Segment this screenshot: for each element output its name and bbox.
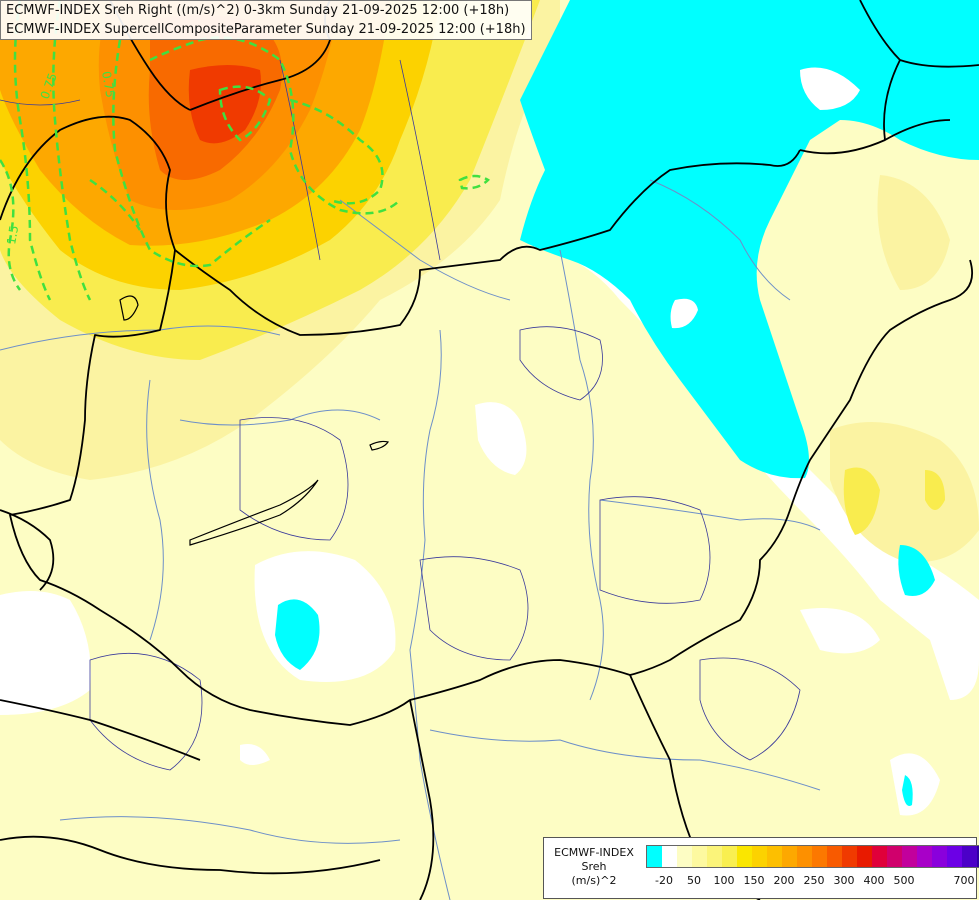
legend-swatches — [646, 845, 979, 868]
legend-swatch — [887, 846, 902, 867]
legend-swatch — [647, 846, 662, 867]
legend-tick-label: -20 — [655, 874, 673, 887]
region-borders — [0, 59, 801, 771]
white-island — [800, 67, 860, 110]
title-line-2: ECMWF-INDEX SupercellCompositeParameter … — [6, 22, 526, 37]
legend-tick-label: 400 — [863, 874, 885, 887]
legend-swatch — [932, 846, 947, 867]
legend-swatch — [737, 846, 752, 867]
legend-swatch — [692, 846, 707, 867]
legend-source: ECMWF-INDEX — [554, 846, 634, 859]
legend-tick-label: 100 — [713, 874, 735, 887]
legend-swatch — [767, 846, 782, 867]
legend-ticks: -20 50 100 150 200 250 300 400 500 700 — [646, 874, 976, 890]
legend-tick-label: 50 — [687, 874, 701, 887]
legend-swatch — [872, 846, 887, 867]
legend-swatch — [752, 846, 767, 867]
legend-swatch — [722, 846, 737, 867]
legend-tick-label: 250 — [803, 874, 825, 887]
legend-swatch — [947, 846, 962, 867]
legend-swatch — [827, 846, 842, 867]
legend-swatch — [902, 846, 917, 867]
legend-swatch — [812, 846, 827, 867]
legend-swatch — [917, 846, 932, 867]
legend-tick-label: 200 — [773, 874, 795, 887]
legend-swatch — [977, 846, 979, 867]
legend-swatch — [662, 846, 677, 867]
legend-unit: (m/s)^2 — [571, 874, 617, 887]
legend-swatch — [797, 846, 812, 867]
scp-contours — [0, 0, 491, 301]
orange-regions — [0, 0, 390, 246]
legend-variable: Sreh — [581, 860, 607, 873]
legend-tick-label: 500 — [893, 874, 915, 887]
legend-tick-label: 300 — [833, 874, 855, 887]
legend-caption: ECMWF-INDEX Sreh (m/s)^2 — [546, 846, 642, 888]
lakes — [119, 295, 389, 546]
legend-tick-label: 700 — [953, 874, 975, 887]
legend-tick-label: 150 — [743, 874, 765, 887]
negative-regions — [275, 0, 979, 806]
white-island — [670, 298, 698, 329]
legend-swatch — [962, 846, 977, 867]
map-title-box: ECMWF-INDEX Sreh Right ((m/s)^2) 0-3km S… — [0, 0, 532, 40]
legend-swatch — [857, 846, 872, 867]
title-line-1: ECMWF-INDEX Sreh Right ((m/s)^2) 0-3km S… — [6, 3, 510, 18]
legend-swatch — [782, 846, 797, 867]
low-value-regions — [0, 245, 979, 816]
legend-swatch — [707, 846, 722, 867]
contour-label: 0.75 — [99, 70, 117, 99]
contour-label: 1.5 — [4, 224, 21, 245]
legend-swatch — [842, 846, 857, 867]
legend-swatch — [677, 846, 692, 867]
color-legend: ECMWF-INDEX Sreh (m/s)^2 -20 50 100 150 200 2… — [543, 837, 979, 899]
